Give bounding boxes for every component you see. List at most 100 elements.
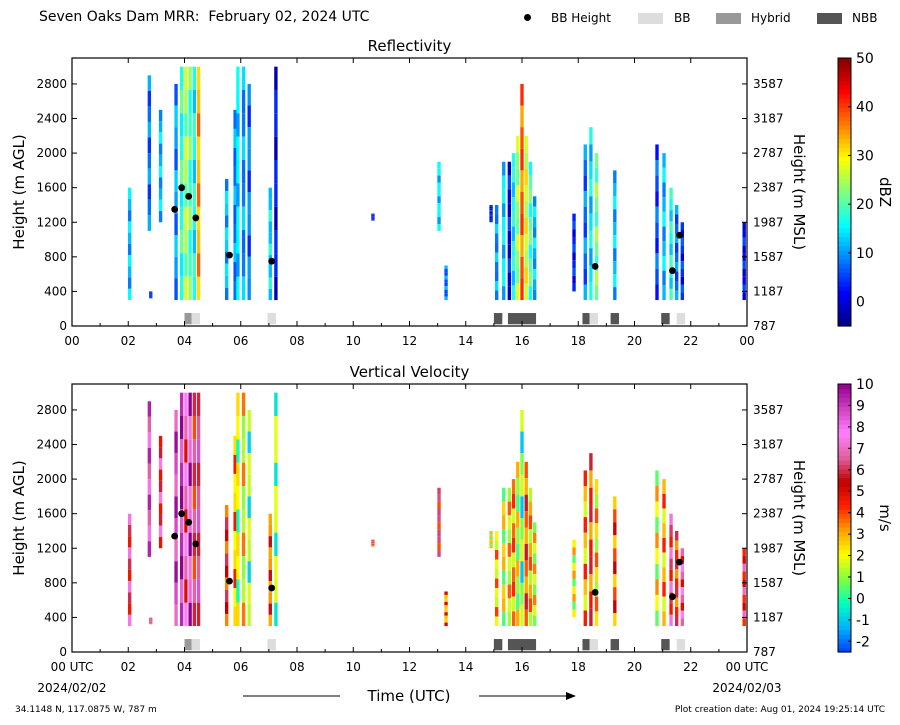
reflectivity-bb-height-point xyxy=(178,184,186,192)
reflectivity-echo xyxy=(528,203,533,218)
reflectivity-echo xyxy=(502,217,506,231)
velocity-echo xyxy=(572,547,576,556)
reflectivity-ytick-right-label: 1987 xyxy=(753,215,784,229)
reflectivity-echo xyxy=(675,214,679,224)
velocity-xtick-label: 04 xyxy=(177,660,192,674)
velocity-echo xyxy=(444,619,448,623)
reflectivity-echo xyxy=(662,270,666,286)
reflectivity-echo xyxy=(495,233,499,244)
velocity-echo xyxy=(511,537,516,553)
reflectivity-echo xyxy=(589,230,593,249)
reflectivity-echo xyxy=(613,170,617,184)
velocity-echo xyxy=(507,612,512,627)
reflectivity-ytick-label: 400 xyxy=(44,284,67,298)
reflectivity-echo xyxy=(241,160,246,184)
reflectivity-colorbar-band xyxy=(838,133,851,139)
velocity-echo xyxy=(528,529,533,544)
velocity-echo xyxy=(247,474,251,497)
velocity-echo xyxy=(613,574,617,588)
velocity-echo xyxy=(158,492,163,504)
reflectivity-echo xyxy=(236,183,240,207)
velocity-colorbar-tick-label: -1 xyxy=(856,613,870,629)
velocity-echo xyxy=(502,501,506,516)
reflectivity-echo xyxy=(174,278,178,301)
velocity-echo xyxy=(583,532,587,549)
velocity-echo xyxy=(520,496,524,518)
velocity-echo xyxy=(192,462,197,487)
velocity-echo xyxy=(444,605,448,609)
reflectivity-echo xyxy=(188,136,192,161)
reflectivity-echo xyxy=(225,251,229,264)
velocity-echo xyxy=(149,619,153,621)
velocity-echo xyxy=(655,486,659,502)
reflectivity-echo xyxy=(147,90,152,107)
velocity-echo xyxy=(241,392,246,416)
reflectivity-echo xyxy=(233,204,237,224)
velocity-colorbar-tick-label: 7 xyxy=(856,441,865,457)
velocity-colorbar-band xyxy=(838,580,851,586)
velocity-colorbar-band xyxy=(838,424,851,430)
velocity-echo xyxy=(184,486,188,510)
velocity-colorbar-band xyxy=(838,415,851,421)
reflectivity-echo xyxy=(680,284,684,293)
velocity-echo xyxy=(589,574,593,592)
reflectivity-echo xyxy=(241,230,246,254)
velocity-echo xyxy=(495,616,499,627)
reflectivity-echo xyxy=(247,105,251,128)
velocity-echo xyxy=(147,447,152,464)
velocity-flag-nbb xyxy=(661,639,670,651)
velocity-echo xyxy=(511,523,516,538)
velocity-colorbar-tick-label: 5 xyxy=(856,484,865,500)
velocity-echo xyxy=(147,432,152,448)
reflectivity-flag-nbb xyxy=(493,313,503,325)
velocity-colorbar-band xyxy=(838,562,851,568)
velocity-echo xyxy=(495,588,499,598)
velocity-flag-nbb xyxy=(493,639,503,651)
reflectivity-echo xyxy=(371,214,375,216)
velocity-colorbar-band xyxy=(838,410,851,416)
reflectivity-echo xyxy=(520,83,524,106)
reflectivity-echo xyxy=(662,182,666,198)
velocity-echo xyxy=(158,435,163,448)
reflectivity-echo xyxy=(520,105,524,128)
reflectivity-echo xyxy=(174,148,178,171)
reflectivity-echo xyxy=(572,213,576,222)
reflectivity-colorbar-band xyxy=(838,120,851,126)
reflectivity-echo xyxy=(184,253,188,277)
reflectivity-echo xyxy=(680,276,684,285)
reflectivity-flag-hybrid xyxy=(184,313,192,325)
velocity-echo xyxy=(594,552,599,568)
reflectivity-flag-nbb xyxy=(661,313,670,325)
velocity-echo xyxy=(444,601,448,606)
reflectivity-echo xyxy=(655,237,659,254)
reflectivity-echo xyxy=(680,222,684,231)
velocity-echo xyxy=(149,618,153,620)
reflectivity-echo xyxy=(516,217,520,235)
velocity-echo xyxy=(516,560,520,577)
reflectivity-echo xyxy=(680,268,684,277)
velocity-echo xyxy=(502,529,506,544)
reflectivity-echo xyxy=(241,276,246,301)
reflectivity-echo xyxy=(507,189,512,204)
reflectivity-echo xyxy=(528,161,533,176)
velocity-echo xyxy=(188,602,192,627)
velocity-echo xyxy=(594,523,599,538)
time-arrow-head xyxy=(566,692,576,700)
velocity-echo xyxy=(507,543,512,557)
velocity-echo xyxy=(589,470,593,488)
reflectivity-echo xyxy=(495,281,499,291)
reflectivity-echo xyxy=(241,253,246,277)
velocity-echo xyxy=(274,415,278,440)
velocity-echo xyxy=(675,578,679,589)
velocity-echo xyxy=(680,548,684,557)
reflectivity-echo xyxy=(127,221,132,233)
reflectivity-echo xyxy=(655,160,659,176)
velocity-echo xyxy=(655,579,659,595)
velocity-echo xyxy=(158,458,163,470)
velocity-echo xyxy=(524,543,528,561)
velocity-xtick-label: 02 xyxy=(121,660,136,674)
velocity-echo xyxy=(669,547,673,559)
velocity-echo xyxy=(233,607,237,627)
reflectivity-xtick-label: 16 xyxy=(514,334,529,348)
velocity-colorbar-band xyxy=(838,567,851,573)
